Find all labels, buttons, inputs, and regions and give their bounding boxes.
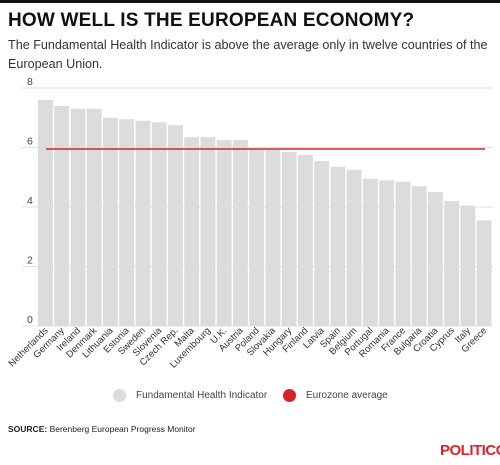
legend-label-series: Fundamental Health Indicator [136, 390, 268, 401]
legend-swatch-average [283, 389, 296, 402]
bar-portugal [363, 178, 378, 326]
bar-france [395, 181, 411, 326]
bar-poland [249, 148, 265, 326]
legend-label-average: Eurozone average [306, 390, 388, 401]
bar-finland [298, 154, 313, 326]
bar-u-k [216, 140, 232, 326]
page-subtitle: The Fundamental Health Indicator is abov… [8, 38, 488, 71]
bar-spain [330, 166, 346, 326]
y-tick-label: 4 [27, 195, 33, 207]
bar-sweden [135, 120, 151, 326]
y-tick-label: 6 [27, 136, 33, 148]
bar-austria [233, 140, 248, 326]
bar-germany [54, 105, 70, 326]
bar-slovenia [151, 122, 167, 327]
page-title: HOW WELL IS THE EUROPEAN ECONOMY? [8, 10, 415, 31]
y-tick-labels: 0 2 4 6 8 [27, 76, 33, 326]
source-note: SOURCE: Berenberg European Progress Moni… [8, 424, 196, 434]
bar-denmark [86, 108, 102, 326]
bar-belgium [346, 169, 362, 326]
bar-romania [379, 180, 395, 326]
bar-lithuania [103, 117, 118, 326]
y-tick-label: 2 [27, 255, 33, 267]
bar-estonia [119, 119, 135, 326]
bar-greece [476, 220, 492, 326]
source-text: Berenberg European Progress Monitor [49, 424, 196, 434]
bar-layer [38, 99, 492, 327]
bar-luxembourg [200, 137, 216, 326]
bar-slovakia [265, 148, 281, 326]
bar-latvia [314, 160, 330, 326]
legend-swatch-bar [113, 389, 126, 402]
bar-italy [460, 205, 476, 326]
x-tick-labels: NetherlandsGermanyIrelandDenmarkLithuani… [7, 325, 490, 371]
chart-legend: Fundamental Health Indicator Eurozone av… [113, 389, 443, 405]
bar-croatia [428, 192, 443, 326]
source-label: SOURCE: [8, 424, 48, 434]
y-tick-label: 8 [27, 76, 33, 88]
legend-item-series: Fundamental Health Indicator [113, 389, 267, 402]
bar-hungary [281, 151, 297, 326]
brand-logo: POLITICO [440, 442, 500, 459]
y-tick-label: 0 [27, 314, 33, 326]
legend-item-average: Eurozone average [283, 389, 388, 402]
bar-ireland [70, 108, 86, 326]
bar-czech-rep [168, 125, 183, 326]
bar-malta [184, 137, 200, 326]
bar-cyprus [444, 201, 460, 326]
bar-netherlands [38, 99, 53, 327]
top-rule [0, 0, 500, 3]
bar-bulgaria [411, 186, 427, 326]
